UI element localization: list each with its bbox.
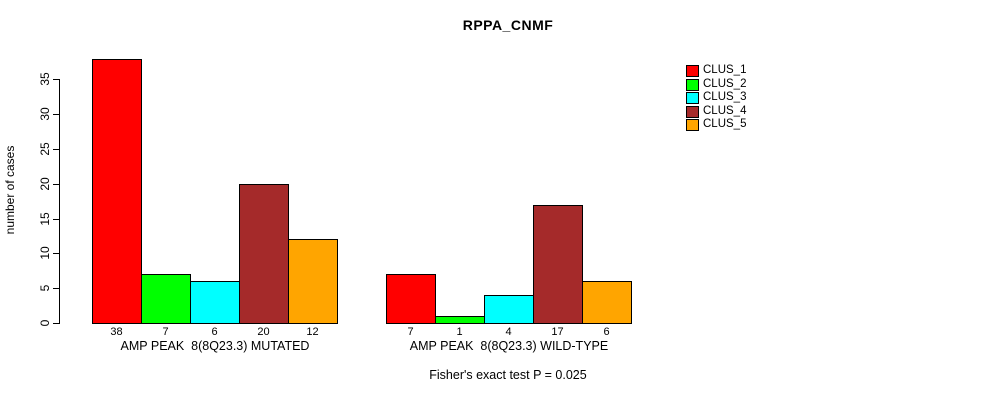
legend-label: CLUS_3 xyxy=(703,91,747,104)
bar-value-label: 6 xyxy=(211,326,218,338)
legend-item-clus_1: CLUS_1 xyxy=(686,64,776,78)
y-axis-line xyxy=(59,79,60,324)
bar-clus_5-group1 xyxy=(288,239,338,324)
bar-value-label: 7 xyxy=(162,326,169,338)
y-tick-label: 20 xyxy=(38,177,52,191)
legend-label: CLUS_2 xyxy=(703,77,747,90)
bar-value-label: 38 xyxy=(110,326,123,338)
bar-value-label: 7 xyxy=(407,326,414,338)
bar-clus_2-group2 xyxy=(435,316,485,324)
y-tick-label: 35 xyxy=(38,72,52,86)
legend-swatch-clus_2 xyxy=(686,78,699,91)
y-tick xyxy=(53,114,59,115)
legend-swatch-clus_3 xyxy=(686,92,699,105)
legend-item-clus_5: CLUS_5 xyxy=(686,118,776,132)
legend-swatch-clus_4 xyxy=(686,105,699,118)
legend-swatch-clus_5 xyxy=(686,119,699,132)
bar-clus_2-group1 xyxy=(141,274,191,324)
y-tick xyxy=(53,288,59,289)
bar-clus_4-group2 xyxy=(533,205,583,324)
bar-clus_1-group2 xyxy=(386,274,436,324)
legend-item-clus_4: CLUS_4 xyxy=(686,105,776,119)
y-tick xyxy=(53,79,59,80)
bar-value-label: 4 xyxy=(505,326,512,338)
x-group-label-wildtype: AMP PEAK 8(8Q23.3) WILD-TYPE xyxy=(409,339,609,353)
y-tick xyxy=(53,184,59,185)
bar-value-label: 12 xyxy=(306,326,319,338)
y-tick xyxy=(53,149,59,150)
legend-label: CLUS_5 xyxy=(703,118,747,131)
y-tick-label: 15 xyxy=(38,212,52,226)
bar-clus_1-group1 xyxy=(92,59,142,324)
y-tick-label: 25 xyxy=(38,142,52,156)
legend-label: CLUS_4 xyxy=(703,104,747,117)
bar-clus_3-group1 xyxy=(190,281,240,324)
x-group-label-mutated: AMP PEAK 8(8Q23.3) MUTATED xyxy=(120,339,310,353)
bar-value-label: 6 xyxy=(603,326,610,338)
legend-item-clus_2: CLUS_2 xyxy=(686,78,776,92)
bar-value-label: 1 xyxy=(456,326,463,338)
legend-label: CLUS_1 xyxy=(703,64,747,76)
bar-clus_3-group2 xyxy=(484,295,534,324)
bar-value-label: 20 xyxy=(257,326,270,338)
y-tick-label: 10 xyxy=(38,246,52,260)
y-tick xyxy=(53,323,59,324)
y-tick xyxy=(53,253,59,254)
y-axis-label: number of cases xyxy=(3,145,17,235)
legend-swatch-clus_1 xyxy=(686,65,699,77)
legend-item-clus_3: CLUS_3 xyxy=(686,91,776,105)
y-tick xyxy=(53,219,59,220)
y-tick-label: 0 xyxy=(38,319,52,327)
y-tick-label: 5 xyxy=(38,284,52,292)
chart-title: RPPA_CNMF xyxy=(462,17,554,33)
fisher-test-annotation: Fisher's exact test P = 0.025 xyxy=(429,368,587,382)
bar-value-label: 17 xyxy=(551,326,564,338)
y-tick-label: 30 xyxy=(38,107,52,121)
bar-clus_5-group2 xyxy=(582,281,632,324)
bar-clus_4-group1 xyxy=(239,184,289,324)
